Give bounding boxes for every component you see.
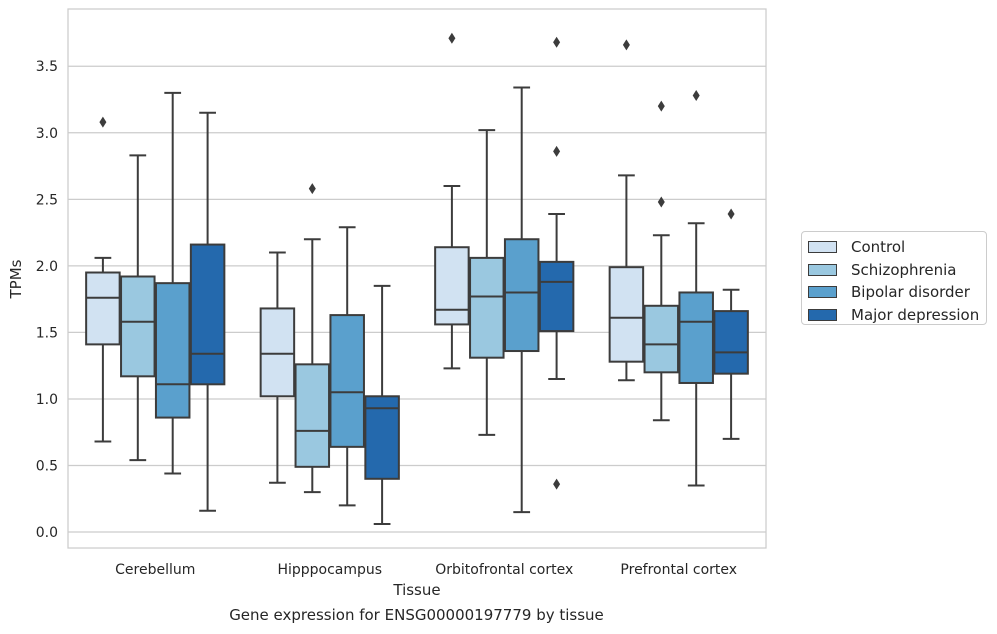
x-tick-label: Orbitofrontal cortex	[435, 562, 573, 578]
legend-item: Bipolar disorder	[808, 281, 986, 304]
iqr-box	[120, 275, 156, 378]
box-control	[434, 32, 470, 370]
iqr-box	[469, 256, 505, 359]
y-tick-label: 1.5	[36, 325, 58, 341]
legend-swatch	[808, 241, 837, 254]
iqr-box	[608, 266, 645, 363]
outlier-point	[727, 208, 735, 220]
box-schizophrenia	[643, 100, 680, 422]
outlier-point	[99, 116, 107, 128]
legend-label: Control	[851, 238, 906, 257]
iqr-box	[85, 271, 121, 346]
box-control	[608, 39, 645, 382]
box-bipolar-disorder	[678, 90, 714, 487]
outlier-point	[553, 36, 561, 48]
iqr-box	[434, 246, 470, 326]
outlier-point	[448, 32, 456, 44]
outlier-point	[308, 183, 316, 195]
x-tick-label: Prefrontal cortex	[620, 562, 737, 578]
outlier-point	[692, 90, 700, 102]
x-tick-label: Hipppocampus	[277, 562, 382, 578]
iqr-box	[538, 260, 575, 333]
legend: Control Schizophrenia Bipolar disorder Majo…	[801, 231, 987, 325]
outlier-point	[553, 478, 561, 490]
outlier-point	[553, 145, 561, 157]
box-control	[85, 116, 121, 443]
chart-caption: Gene expression for ENSG00000197779 by t…	[229, 606, 604, 624]
box-schizophrenia	[469, 129, 505, 436]
iqr-box	[643, 304, 680, 374]
y-tick-label: 2.5	[36, 192, 58, 208]
legend-swatch	[808, 263, 837, 276]
box-major-depression	[364, 284, 400, 526]
iqr-box	[678, 291, 714, 384]
box-major-depression	[713, 208, 749, 440]
box-major-depression	[189, 111, 226, 512]
y-tick-labels: 0.0 0.5 1.0 1.5 2.0 2.5 3.0 3.5	[36, 59, 58, 541]
x-axis-label: Tissue	[392, 581, 440, 599]
y-tick-label: 2.0	[36, 259, 58, 275]
y-tick-label: 1.0	[36, 392, 58, 408]
box-control	[259, 251, 296, 484]
box-schizophrenia	[120, 154, 156, 462]
iqr-box	[189, 243, 226, 386]
outlier-point	[622, 39, 630, 51]
box-major-depression	[538, 36, 575, 490]
box-schizophrenia	[294, 183, 331, 494]
legend-label: Major depression	[851, 305, 980, 324]
iqr-box	[259, 307, 296, 398]
iqr-box	[364, 395, 400, 480]
legend-item: Control	[808, 236, 986, 259]
y-tick-label: 0.0	[36, 525, 58, 541]
iqr-box	[294, 363, 331, 468]
x-tick-labels: Cerebellum Hipppocampus Orbitofrontal cort…	[115, 562, 737, 578]
legend-label: Bipolar disorder	[851, 283, 970, 302]
legend-label: Schizophrenia	[851, 260, 957, 279]
y-axis-label: TPMs	[7, 259, 25, 299]
outlier-point	[657, 196, 665, 208]
outlier-point	[657, 100, 665, 112]
iqr-box	[329, 314, 365, 448]
box-bipolar-disorder	[329, 226, 365, 507]
box-plots	[85, 32, 749, 526]
iqr-box	[503, 238, 540, 353]
legend-swatch	[808, 286, 837, 299]
iqr-box	[154, 282, 191, 419]
y-tick-label: 3.5	[36, 59, 58, 75]
y-tick-label: 0.5	[36, 458, 58, 474]
legend-swatch	[808, 308, 837, 321]
iqr-box	[713, 310, 749, 375]
box-bipolar-disorder	[503, 86, 540, 514]
box-bipolar-disorder	[154, 91, 191, 475]
legend-item: Schizophrenia	[808, 259, 986, 282]
x-tick-label: Cerebellum	[115, 562, 195, 578]
y-tick-label: 3.0	[36, 126, 58, 142]
legend-item: Major depression	[808, 304, 986, 327]
plot-frame	[67, 8, 767, 549]
